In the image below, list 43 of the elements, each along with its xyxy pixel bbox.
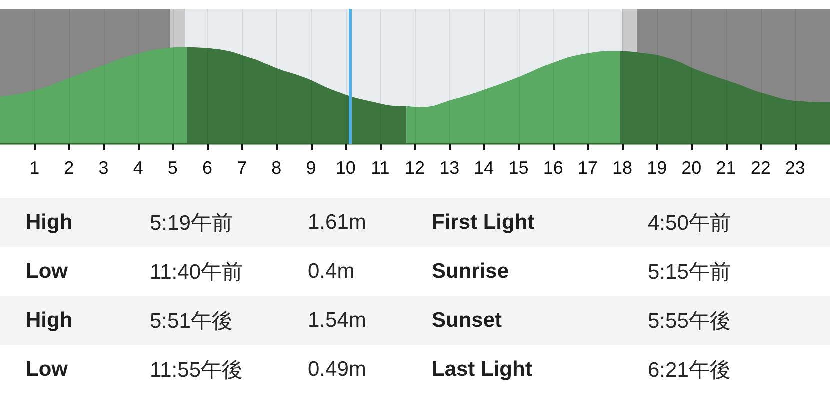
x-tick-label: 9 bbox=[306, 158, 316, 178]
text: High bbox=[26, 308, 73, 332]
x-tick-label: 1 bbox=[30, 158, 40, 178]
text: 0.4m bbox=[308, 260, 355, 282]
text: 6:21午後 bbox=[648, 358, 731, 382]
text: High bbox=[26, 210, 73, 234]
text: 11:40午前 bbox=[150, 260, 243, 284]
x-tick-label: 13 bbox=[440, 158, 460, 178]
x-tick-label: 7 bbox=[237, 158, 248, 178]
text: 5:15午前 bbox=[648, 260, 731, 284]
text: 1.54m bbox=[308, 308, 366, 332]
x-tick-label: 3 bbox=[98, 158, 109, 178]
text: 0.49m bbox=[308, 358, 366, 380]
text: 5:19午前 bbox=[150, 212, 233, 234]
x-tick-label: 22 bbox=[750, 158, 771, 178]
x-tick-label: 12 bbox=[404, 158, 426, 178]
x-tick-label: 19 bbox=[647, 158, 668, 178]
x-tick-label: 20 bbox=[682, 158, 702, 178]
text: Sunrise bbox=[432, 260, 510, 282]
x-tick-label: 14 bbox=[474, 158, 494, 178]
x-tick-label: 23 bbox=[785, 158, 806, 178]
x-tick-label: 11 bbox=[371, 158, 390, 178]
x-tick-label: 2 bbox=[64, 158, 74, 178]
x-tick-label: 8 bbox=[272, 158, 282, 178]
x-tick-label: 15 bbox=[508, 158, 529, 178]
x-tick-label: 10 bbox=[336, 158, 356, 178]
text: Low bbox=[26, 260, 68, 282]
x-tick-label: 18 bbox=[612, 158, 633, 178]
text: 1.61m bbox=[308, 210, 366, 234]
x-tick-label: 5 bbox=[168, 158, 178, 178]
text: First Light bbox=[432, 210, 535, 234]
x-tick-label: 17 bbox=[578, 158, 598, 178]
text: 5:55午後 bbox=[648, 310, 731, 332]
x-tick-label: 21 bbox=[716, 158, 736, 178]
text: 11:55午後 bbox=[150, 358, 243, 382]
x-tick-label: 16 bbox=[543, 158, 564, 178]
text: Low bbox=[26, 358, 68, 380]
x-tick-label: 6 bbox=[202, 158, 213, 178]
text: 4:50午前 bbox=[648, 212, 731, 234]
text: Last Light bbox=[432, 358, 532, 380]
x-tick-label: 4 bbox=[133, 158, 144, 178]
text: 5:51午後 bbox=[150, 310, 233, 332]
text: Sunset bbox=[432, 308, 502, 332]
